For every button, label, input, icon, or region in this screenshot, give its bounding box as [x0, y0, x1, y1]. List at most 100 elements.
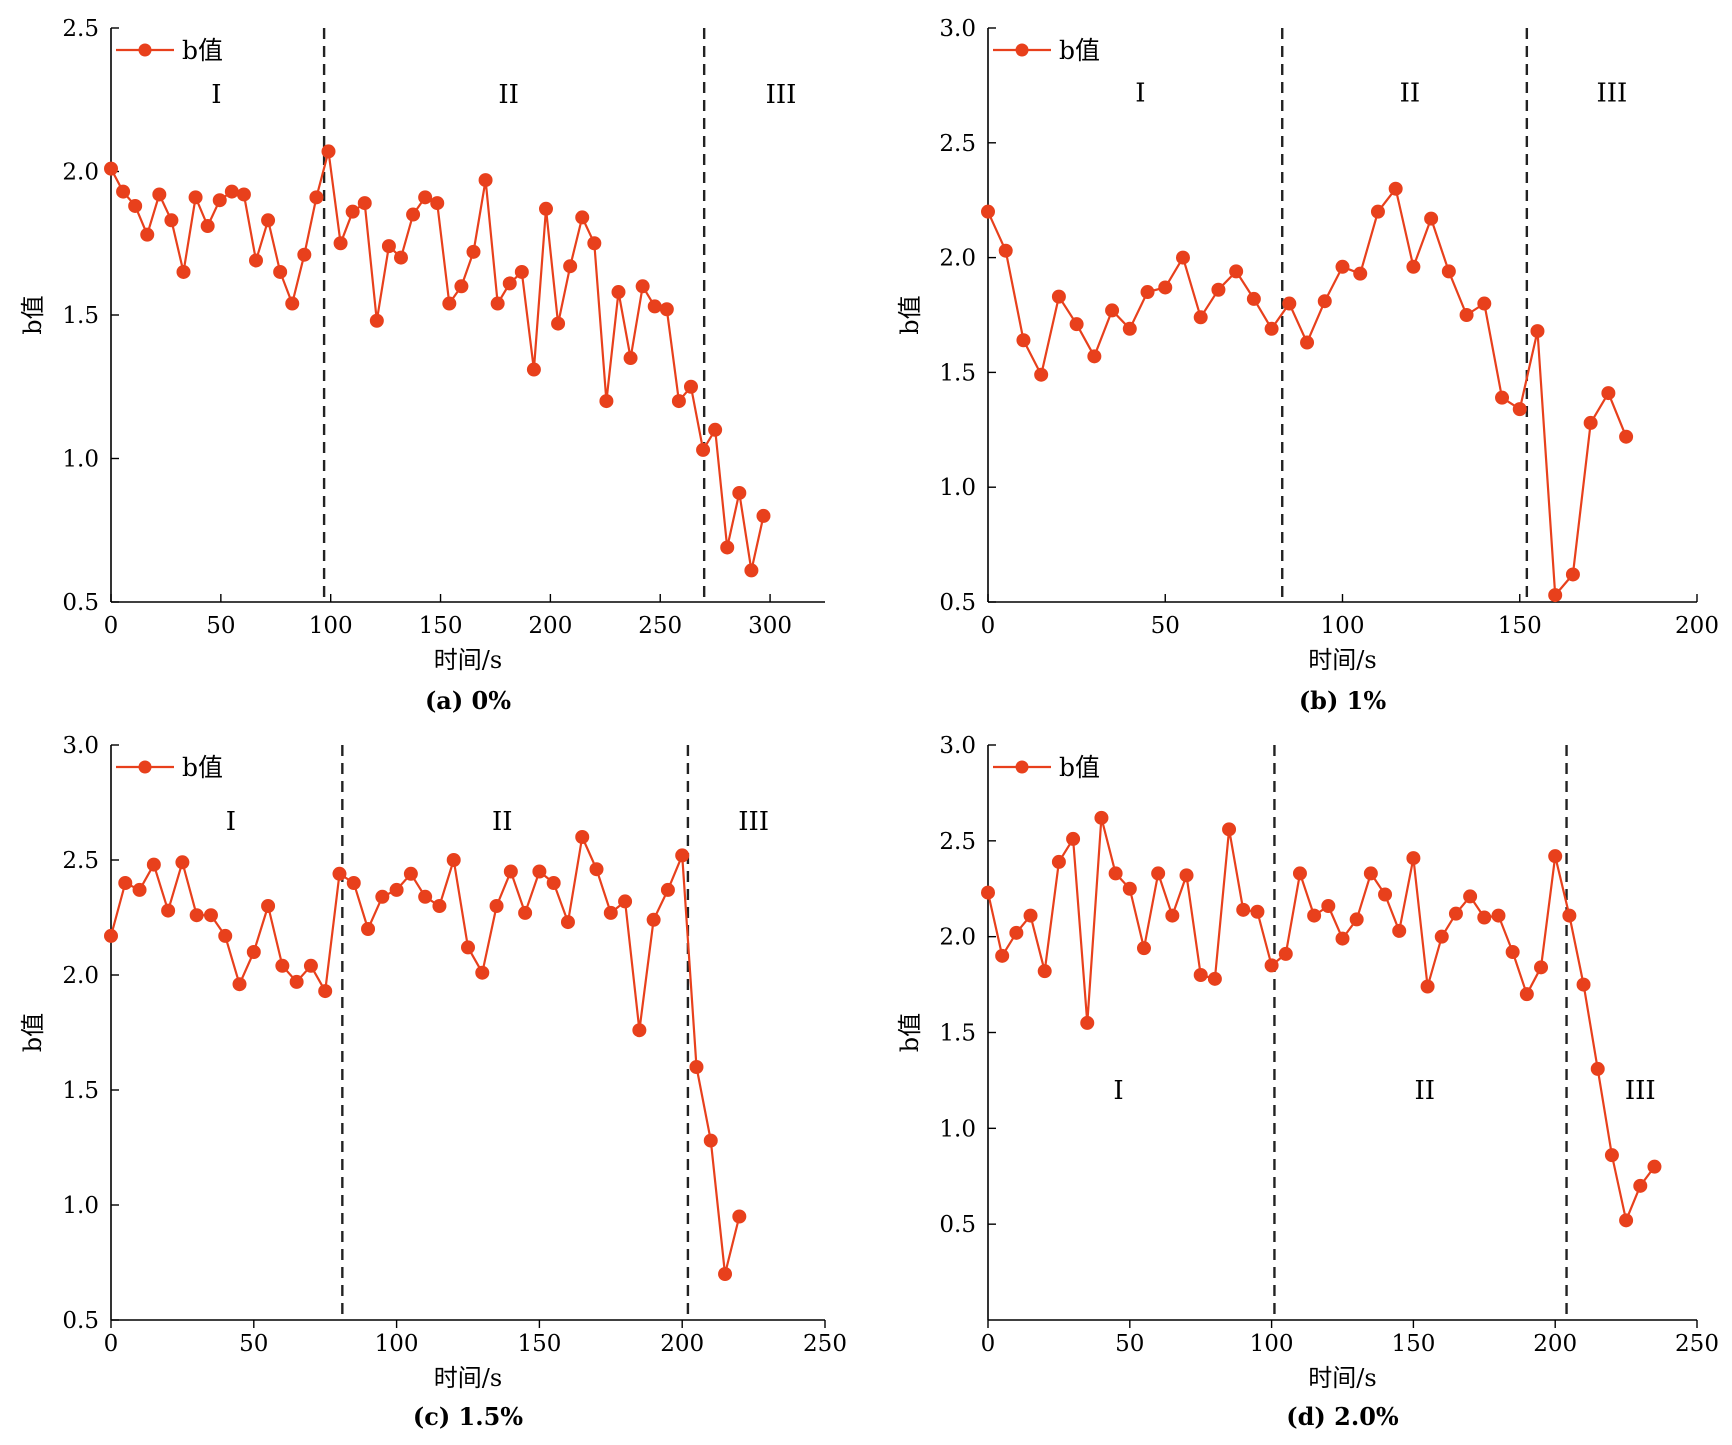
data-point — [404, 867, 417, 880]
data-point — [1379, 888, 1392, 901]
data-point — [564, 260, 577, 273]
data-point — [290, 975, 303, 988]
data-point — [298, 248, 311, 261]
data-point — [233, 978, 246, 991]
data-point — [153, 188, 166, 201]
legend-text: b值 — [1059, 36, 1100, 65]
data-point — [262, 214, 275, 227]
data-point — [504, 865, 517, 878]
y-tick-label: 2.0 — [939, 925, 976, 951]
x-axis-title: 时间/s — [1308, 646, 1376, 674]
x-axis-title: 时间/s — [1308, 1364, 1376, 1392]
data-point — [467, 245, 480, 258]
stage-label: I — [1135, 78, 1145, 108]
data-point — [624, 352, 637, 365]
panel-caption: (b) 1% — [1299, 686, 1387, 715]
data-point — [1602, 387, 1615, 400]
data-point — [690, 1061, 703, 1074]
x-axis-title: 时间/s — [434, 1364, 502, 1392]
data-point — [1563, 909, 1576, 922]
data-point — [213, 194, 226, 207]
x-tick-label: 250 — [803, 1331, 847, 1357]
x-tick-label: 150 — [517, 1331, 561, 1357]
data-point — [982, 205, 995, 218]
data-point — [141, 228, 154, 241]
data-point — [1549, 850, 1562, 863]
series-line — [988, 189, 1626, 595]
data-point — [1038, 965, 1051, 978]
data-point — [1230, 265, 1243, 278]
data-point — [619, 895, 632, 908]
legend-marker — [139, 761, 152, 774]
data-point — [310, 191, 323, 204]
data-point — [527, 363, 540, 376]
legend-marker — [139, 44, 152, 57]
data-point — [1442, 265, 1455, 278]
data-point — [1283, 297, 1296, 310]
x-tick-label: 100 — [1250, 1331, 1294, 1357]
data-point — [552, 317, 565, 330]
data-point — [147, 858, 160, 871]
stage-label: II — [1414, 1076, 1435, 1106]
stage-label: III — [1625, 1076, 1656, 1106]
data-point — [334, 237, 347, 250]
data-point — [129, 199, 142, 212]
stage-label: II — [498, 80, 519, 110]
x-tick-label: 200 — [660, 1331, 704, 1357]
data-point — [117, 185, 130, 198]
data-point — [347, 877, 360, 890]
data-point — [382, 240, 395, 253]
data-point — [1435, 930, 1448, 943]
data-point — [539, 202, 552, 215]
data-point — [982, 886, 995, 899]
data-point — [407, 208, 420, 221]
data-point — [433, 900, 446, 913]
data-point — [1506, 946, 1519, 959]
x-tick-label: 0 — [981, 613, 996, 639]
data-point — [1088, 350, 1101, 363]
y-tick-label: 2.5 — [939, 829, 976, 855]
y-tick-label: 3.0 — [939, 733, 976, 759]
data-point — [1492, 909, 1505, 922]
data-point — [1389, 182, 1402, 195]
data-point — [1208, 972, 1221, 985]
x-tick-label: 150 — [1498, 613, 1542, 639]
data-point — [647, 913, 660, 926]
data-point — [1336, 932, 1349, 945]
data-point — [225, 185, 238, 198]
data-point — [1180, 869, 1193, 882]
data-point — [1318, 295, 1331, 308]
data-point — [201, 220, 214, 233]
data-point — [1301, 336, 1314, 349]
data-point — [1024, 909, 1037, 922]
data-point — [1152, 867, 1165, 880]
data-point — [105, 929, 118, 942]
y-axis-title: b值 — [896, 1013, 924, 1052]
data-point — [376, 890, 389, 903]
legend-marker — [1016, 44, 1029, 57]
x-tick-label: 0 — [104, 1331, 119, 1357]
data-point — [576, 211, 589, 224]
data-point — [721, 541, 734, 554]
data-point — [419, 191, 432, 204]
data-point — [600, 395, 613, 408]
y-axis-title: b值 — [896, 295, 924, 334]
data-point — [1577, 978, 1590, 991]
x-tick-label: 100 — [1321, 613, 1365, 639]
data-point — [276, 959, 289, 972]
y-tick-label: 2.0 — [939, 246, 976, 272]
data-point — [247, 946, 260, 959]
data-point — [105, 162, 118, 175]
data-point — [996, 949, 1009, 962]
data-point — [249, 254, 262, 267]
data-point — [1308, 909, 1321, 922]
data-point — [1237, 903, 1250, 916]
y-tick-label: 0.5 — [939, 1212, 976, 1238]
data-point — [1265, 959, 1278, 972]
data-point — [633, 1024, 646, 1037]
data-point — [519, 906, 532, 919]
data-point — [1364, 867, 1377, 880]
panel-d: 0 50 100 150 200 2500.51.01.52.02.53.0I II IIIb… — [896, 733, 1719, 1431]
data-point — [1035, 368, 1048, 381]
